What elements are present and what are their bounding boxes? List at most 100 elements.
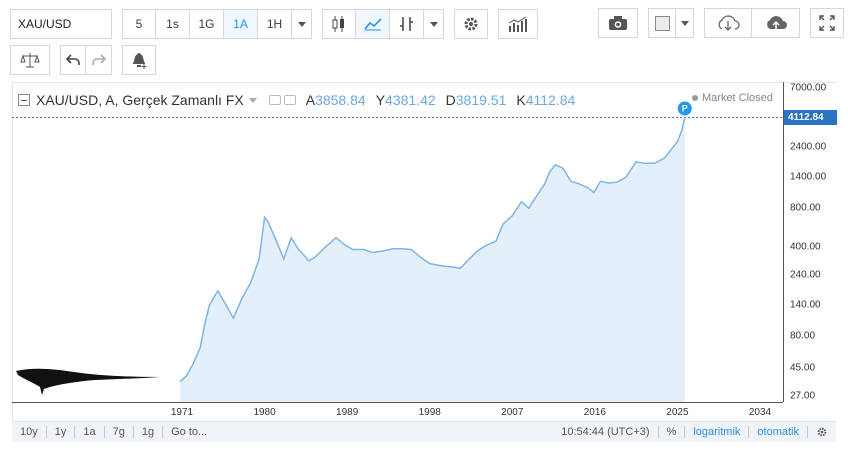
compare-button[interactable]: [10, 45, 50, 75]
interval-1h-button[interactable]: 1H: [258, 9, 292, 39]
legend-low-label: D: [445, 92, 456, 108]
compare-icon: [20, 53, 40, 68]
redaction-scribble: [16, 368, 160, 395]
legend-high-label: Y: [375, 92, 386, 108]
bar-chart-icon: [508, 16, 527, 32]
clock-timezone[interactable]: 10:54:44 (UTC+3): [553, 426, 659, 438]
bar-chart-button[interactable]: [498, 9, 538, 39]
price-tick: 27.00: [790, 390, 816, 402]
settings-icon: [464, 17, 478, 31]
last-price-marker: P: [677, 101, 692, 116]
price-tick: 45.00: [790, 362, 816, 374]
settings-icon[interactable]: [283, 95, 296, 105]
range-1y-button[interactable]: 1y: [47, 426, 76, 438]
time-axis[interactable]: 1971 1980 1989 1998 2007 2016 2025 2034: [12, 402, 783, 422]
price-axis[interactable]: 7000.00 2400.00 1400.00 800.00 400.00 24…: [783, 82, 837, 402]
line-chart-button[interactable]: [356, 9, 390, 39]
toolbar-row-main: XAU/USD 5 1s 1G 1A 1H: [10, 8, 538, 40]
time-tick: 1971: [170, 407, 194, 418]
price-tick: 240.00: [790, 269, 821, 281]
time-tick: 2007: [501, 407, 524, 418]
chart-frame: [12, 82, 836, 422]
screenshot-button[interactable]: [598, 8, 638, 38]
chevron-down-icon: [429, 21, 438, 27]
price-tick: 140.00: [790, 299, 821, 311]
legend-low-value: 3819.51: [455, 92, 507, 108]
camera-icon: [609, 16, 627, 30]
legend-open-value: 3858.84: [315, 92, 366, 108]
visibility-icon[interactable]: [268, 95, 281, 105]
line-chart-icon: [363, 18, 382, 31]
legend-close-label: K: [516, 92, 526, 108]
color-swatch-icon: [654, 15, 670, 31]
symbol-input[interactable]: XAU/USD: [10, 9, 112, 39]
candles-icon: [332, 16, 344, 32]
cloud-upload-icon: [766, 16, 787, 29]
price-tick: 2400.00: [790, 141, 827, 153]
interval-1s-button[interactable]: 1s: [156, 9, 190, 39]
range-1a-button[interactable]: 1a: [75, 426, 105, 438]
time-tick: 2025: [666, 407, 689, 418]
svg-text:P: P: [682, 103, 688, 113]
time-tick: 1989: [336, 407, 359, 418]
indicators-icon: [399, 17, 413, 31]
redo-button[interactable]: [86, 45, 112, 75]
toolbar-row-right: [598, 8, 844, 38]
percent-toggle[interactable]: %: [659, 426, 686, 438]
time-tick: 2034: [748, 407, 772, 418]
chevron-down-icon[interactable]: [248, 97, 257, 103]
time-tick: 2016: [583, 407, 606, 418]
goto-button[interactable]: Go to...: [171, 426, 208, 438]
range-1g-button[interactable]: 1g: [134, 426, 164, 438]
chart-toolbar: XAU/USD 5 1s 1G 1A 1H: [0, 0, 848, 82]
status-dot-icon: [692, 95, 698, 101]
undo-icon: [66, 54, 80, 65]
chevron-down-icon: [680, 20, 689, 26]
alert-icon: [133, 53, 147, 69]
legend-high-value: 4381.42: [385, 92, 436, 108]
cloud-download-icon: [718, 15, 740, 31]
chart-settings-button[interactable]: [808, 426, 836, 438]
price-tick: 80.00: [790, 330, 816, 342]
interval-5-button[interactable]: 5: [122, 9, 156, 39]
price-tick: 7000.00: [790, 82, 827, 94]
color-swatch-button[interactable]: [648, 8, 676, 38]
interval-dropdown-button[interactable]: [292, 9, 312, 39]
price-tick: 800.00: [790, 202, 821, 214]
indicators-button[interactable]: [390, 9, 424, 39]
auto-scale-toggle[interactable]: otomatik: [749, 426, 808, 438]
collapse-legend-icon[interactable]: [18, 94, 30, 106]
last-price-label: 4112.84: [784, 109, 837, 125]
price-area: [180, 117, 685, 402]
range-7g-button[interactable]: 7g: [105, 426, 134, 438]
toolbar-row-secondary: [10, 44, 156, 76]
fullscreen-button[interactable]: [810, 8, 844, 38]
load-layout-button[interactable]: [704, 8, 752, 38]
gear-icon: [817, 427, 827, 437]
price-line: [179, 117, 686, 383]
chevron-down-icon: [297, 21, 306, 27]
color-dropdown-button[interactable]: [676, 8, 694, 38]
market-status-label: Market Closed: [702, 92, 773, 104]
bottom-bar: 10y 1y 1a 7g 1g Go to... 10:54:44 (UTC+3…: [12, 422, 836, 442]
interval-1a-button[interactable]: 1A: [224, 9, 258, 39]
undo-button[interactable]: [60, 45, 86, 75]
indicators-dropdown-button[interactable]: [424, 9, 444, 39]
range-10y-button[interactable]: 10y: [12, 426, 47, 438]
time-tick: 1998: [418, 407, 441, 418]
legend-title: XAU/USD, A, Gerçek Zamanlı FX: [36, 92, 244, 108]
settings-button[interactable]: [454, 9, 488, 39]
legend-open-label: A: [305, 92, 316, 108]
candles-button[interactable]: [322, 9, 356, 39]
alert-button[interactable]: [122, 45, 156, 75]
price-tick: 400.00: [790, 241, 821, 253]
chart-plot-area[interactable]: P: [12, 82, 783, 402]
log-scale-toggle[interactable]: logaritmik: [685, 426, 750, 438]
interval-1g-button[interactable]: 1G: [190, 9, 224, 39]
market-status: Market Closed: [692, 92, 773, 104]
save-layout-button[interactable]: [752, 8, 800, 38]
time-tick: 1980: [253, 407, 276, 418]
legend-close-value: 4112.84: [525, 92, 576, 108]
price-tick: 1400.00: [790, 171, 827, 183]
redo-icon: [91, 54, 106, 65]
